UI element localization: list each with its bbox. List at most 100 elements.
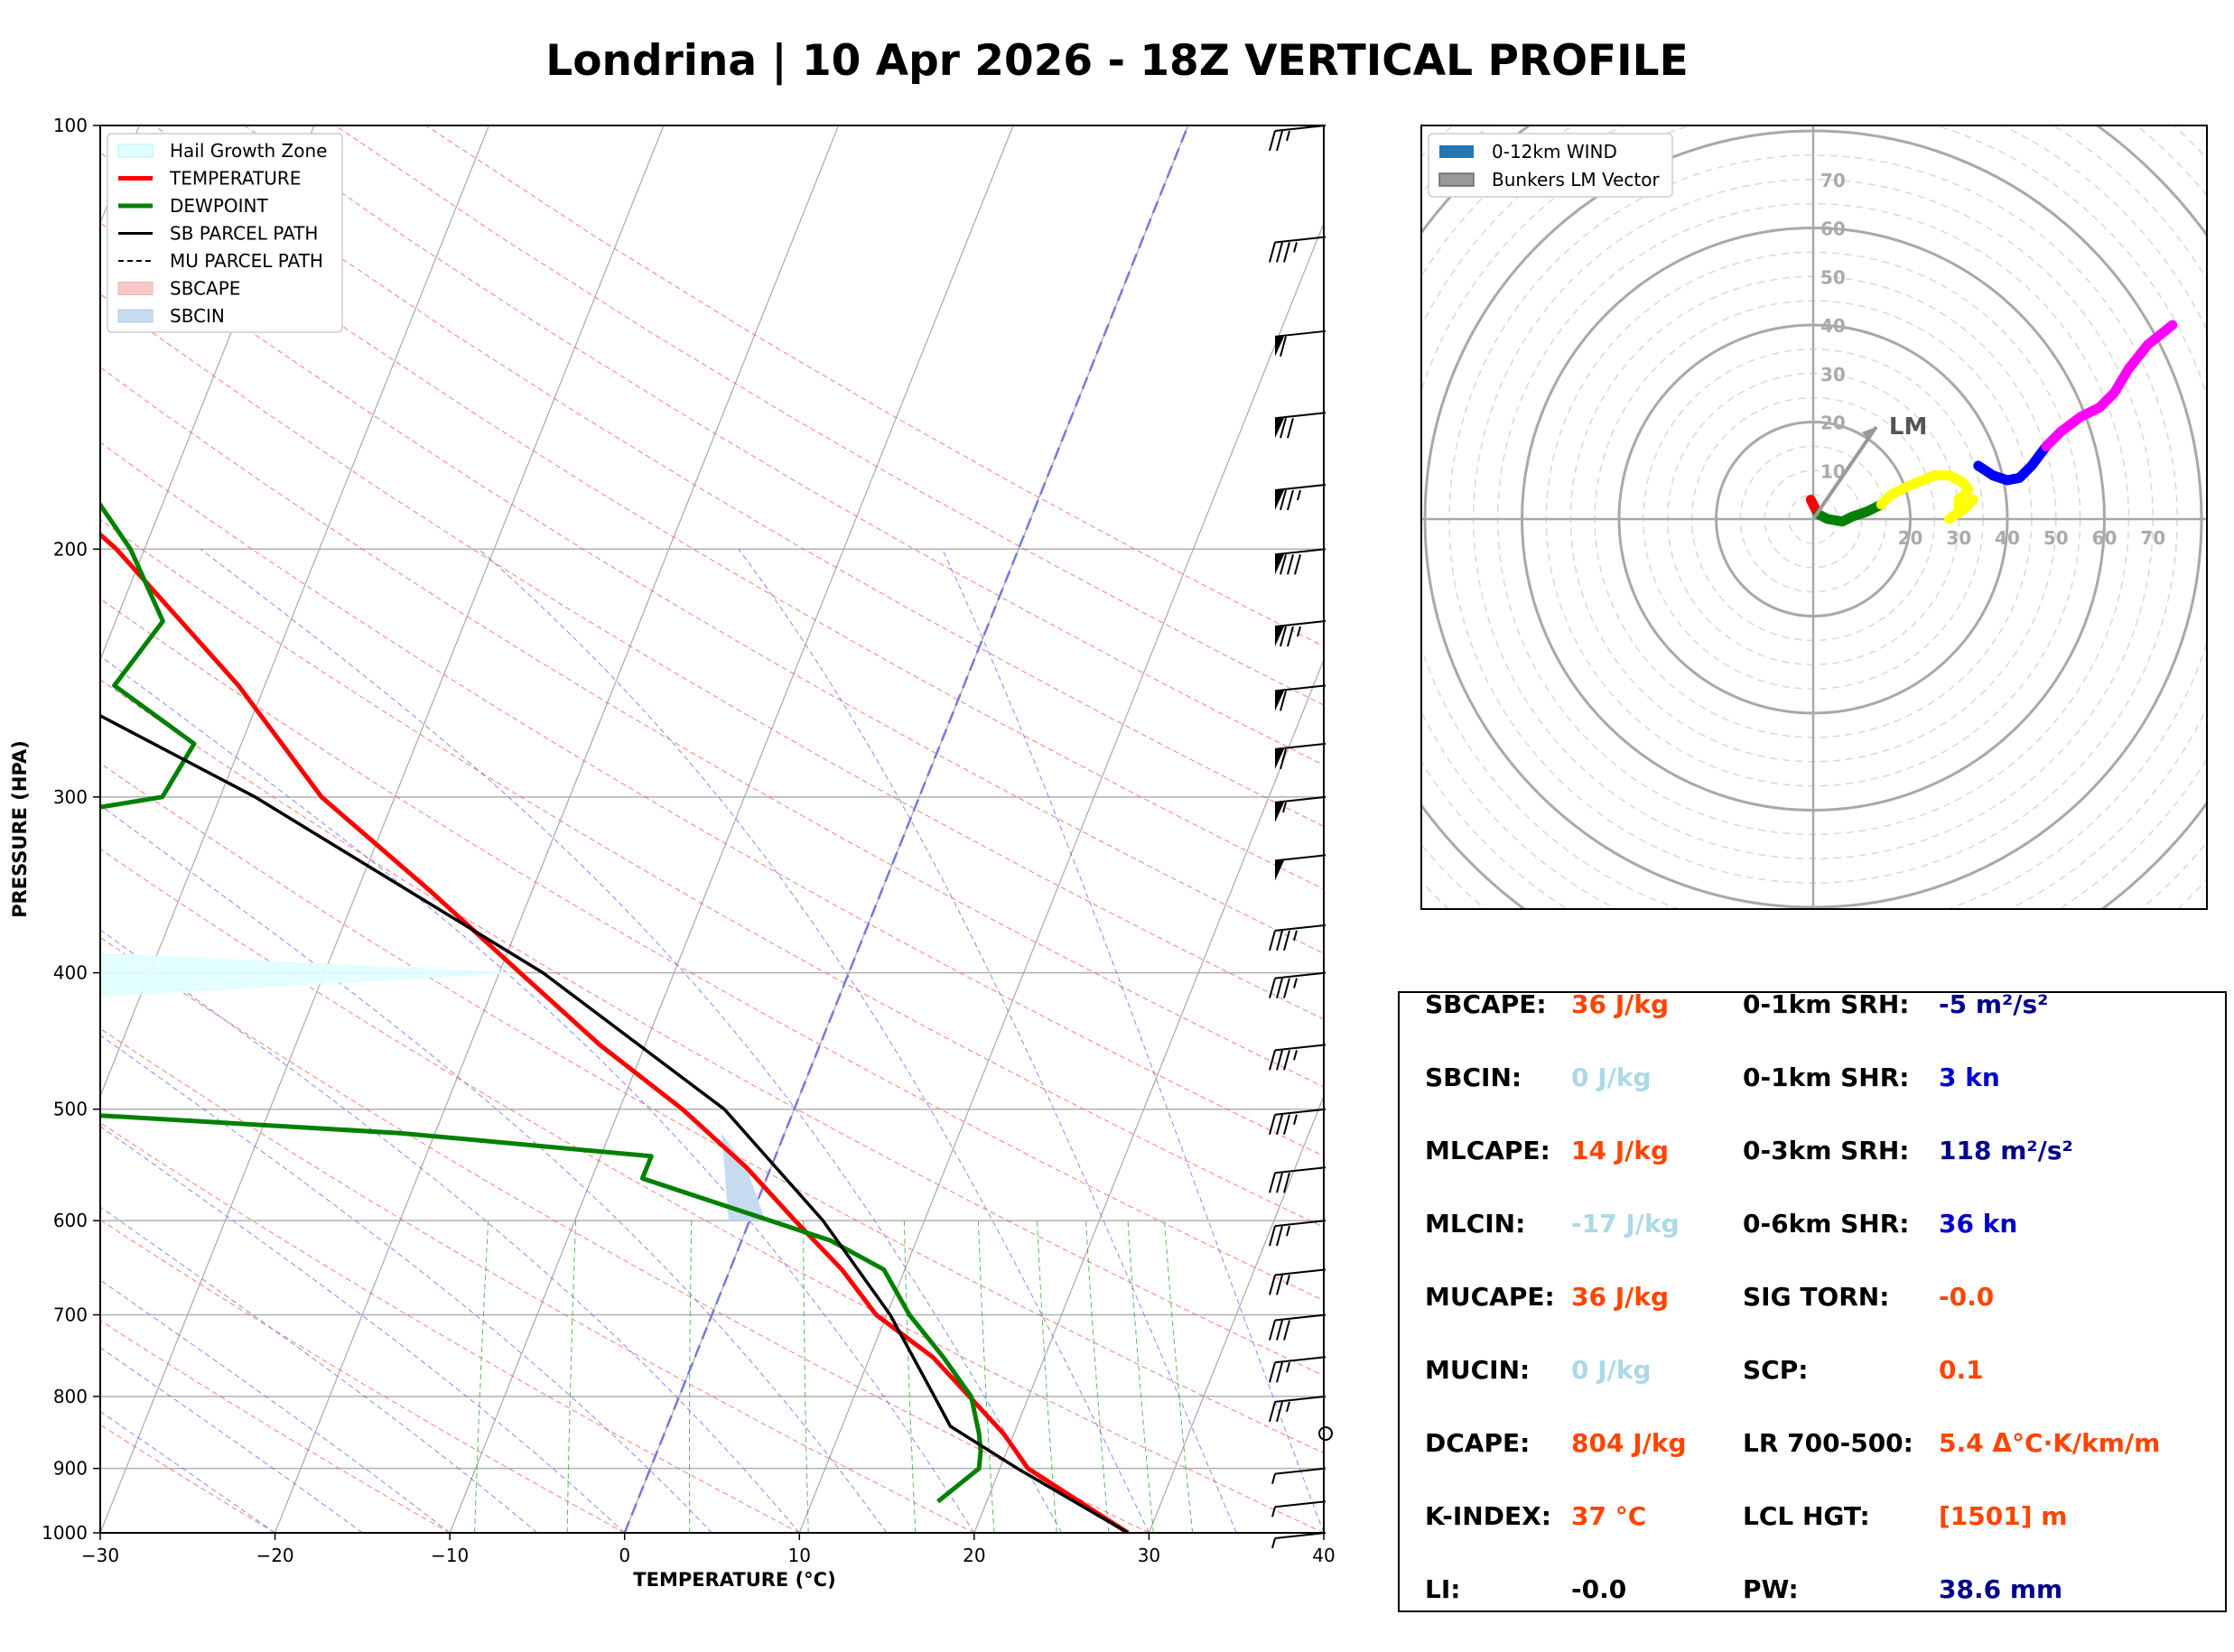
moist-adiabat xyxy=(100,1126,626,1533)
x-tick-label: −30 xyxy=(81,1545,119,1566)
stat-value: -0.0 xyxy=(1939,1282,1995,1312)
x-tick-label: 30 xyxy=(1138,1545,1160,1566)
stat-value: 0 J/kg xyxy=(1571,1063,1652,1092)
x-tick-label: −10 xyxy=(431,1545,469,1566)
wind-barb xyxy=(1274,795,1326,822)
dry-adiabat xyxy=(100,679,1324,1377)
isotherm-line xyxy=(100,125,315,662)
x-tick-label: 0 xyxy=(619,1545,630,1566)
hodo-wind-segment xyxy=(1973,441,2052,486)
hodo-axis-label: 40 xyxy=(1995,527,2020,549)
stat-value: 0.1 xyxy=(1939,1355,1984,1385)
wind-barb xyxy=(1271,1500,1326,1517)
dry-adiabat xyxy=(100,441,1324,1157)
stat-label: SIG TORN: xyxy=(1743,1282,1890,1312)
stat-value: 36 J/kg xyxy=(1571,1282,1670,1312)
hodo-ring xyxy=(1231,0,2234,1101)
y-tick-label: 800 xyxy=(53,1386,88,1407)
isotherm-line xyxy=(100,125,665,1533)
x-tick-label: 20 xyxy=(963,1545,985,1566)
legend-label: MU PARCEL PATH xyxy=(170,250,323,272)
hodo-ring-label: 50 xyxy=(1820,266,1846,288)
stat-label: MLCIN: xyxy=(1425,1209,1526,1239)
hodo-axis-label: 70 xyxy=(2140,527,2165,549)
stat-value: -17 J/kg xyxy=(1571,1209,1680,1239)
stat-label: PW: xyxy=(1743,1574,1799,1604)
y-tick-label: 400 xyxy=(53,962,88,984)
x-axis-label: TEMPERATURE (°C) xyxy=(633,1569,835,1591)
x-tick-label: 10 xyxy=(788,1545,811,1566)
dry-adiabat xyxy=(100,1219,625,1533)
stat-value: -0.0 xyxy=(1571,1574,1627,1604)
isotherm-line xyxy=(449,125,1014,1533)
stat-value: 38.6 mm xyxy=(1939,1574,2063,1604)
wind-barb xyxy=(1269,1268,1326,1295)
legend-label: DEWPOINT xyxy=(170,195,268,217)
stat-value: 118 m²/s² xyxy=(1939,1136,2073,1165)
legend-box xyxy=(107,133,343,333)
hodo-ring-label: 20 xyxy=(1820,413,1846,434)
hodo-axis-label: 60 xyxy=(2092,527,2118,549)
wind-barb xyxy=(1274,854,1326,881)
dry-adiabat xyxy=(100,936,1150,1533)
lm-vector-head xyxy=(1861,426,1876,440)
hodo-axis-label: 50 xyxy=(2043,527,2069,549)
mixing-ratio-line xyxy=(1085,1220,1110,1533)
mixing-ratio-line xyxy=(474,1220,489,1533)
legend-swatch xyxy=(117,144,154,158)
y-tick-label: 100 xyxy=(53,115,88,136)
stat-value: 804 J/kg xyxy=(1571,1428,1687,1458)
wind-barb xyxy=(1269,125,1326,152)
stats-panel: SBCAPE: 36 J/kg 0-1km SRH: -5 m²/s² SBCIN: 0 … xyxy=(1398,991,2227,1612)
stat-label: LCL HGT: xyxy=(1743,1501,1870,1531)
stat-label: MUCAPE: xyxy=(1425,1282,1555,1312)
moist-adiabat xyxy=(942,549,1324,1533)
hodo-legend: 0-12km WIND Bunkers LM Vector xyxy=(1428,133,1673,198)
dry-adiabat xyxy=(100,1122,800,1533)
chart-title: Londrina | 10 Apr 2026 - 18Z VERTICAL PR… xyxy=(545,36,1689,86)
isotherm-line xyxy=(1148,1094,1324,1533)
stat-label: 0-1km SHR: xyxy=(1743,1063,1910,1092)
moist-adiabat xyxy=(100,1206,538,1533)
stat-value: 3 kn xyxy=(1939,1063,2000,1092)
legend-label: 0-12km WIND xyxy=(1492,141,1617,162)
hodo-ring-label: 70 xyxy=(1820,170,1846,191)
stat-label: 0-6km SHR: xyxy=(1743,1209,1910,1239)
dry-adiabat xyxy=(100,598,1324,1302)
mixing-ratio-line xyxy=(977,1220,995,1533)
dry-adiabat xyxy=(100,848,1324,1533)
stat-value: 36 J/kg xyxy=(1571,991,1670,1019)
y-tick-label: 700 xyxy=(53,1304,88,1326)
hodo-wind-segment xyxy=(1812,499,1886,527)
y-tick-label: 1000 xyxy=(42,1522,88,1544)
mixing-ratio-line xyxy=(1164,1220,1194,1533)
hodo-ring xyxy=(1421,125,2207,909)
legend-swatch xyxy=(1439,145,1474,158)
lm-label: LM xyxy=(1889,413,1927,441)
stat-label: 0-3km SRH: xyxy=(1743,1136,1910,1165)
y-tick-label: 300 xyxy=(53,786,88,808)
wind-barb xyxy=(1271,1467,1326,1484)
mixing-ratio-line xyxy=(689,1220,693,1533)
mixing-ratio-line xyxy=(1127,1220,1154,1533)
wind-barb xyxy=(1274,742,1326,770)
legend-label: SBCIN xyxy=(170,305,225,327)
stat-value: 0 J/kg xyxy=(1571,1355,1652,1385)
hodo-wind-segment xyxy=(2041,320,2178,451)
hodo-ring-label: 40 xyxy=(1820,315,1846,337)
wind-barb xyxy=(1274,620,1326,647)
legend-label: TEMPERATURE xyxy=(169,168,301,190)
isotherm-line xyxy=(100,125,489,1098)
dewpoint-line xyxy=(100,500,983,1504)
wind-barb xyxy=(1274,412,1326,439)
legend-swatch xyxy=(117,309,154,323)
y-tick-label: 600 xyxy=(53,1210,88,1231)
stat-value: 5.4 Δ°C·K/km/m xyxy=(1939,1428,2161,1458)
x-tick-label: 40 xyxy=(1312,1545,1335,1566)
skewt-legend: Hail Growth Zone TEMPERATURE DEWPOINT SB PA… xyxy=(107,133,343,333)
legend-swatch xyxy=(1438,172,1475,187)
stat-value: -5 m²/s² xyxy=(1939,991,2049,1019)
hodo-axis-label: 20 xyxy=(1898,527,1923,549)
